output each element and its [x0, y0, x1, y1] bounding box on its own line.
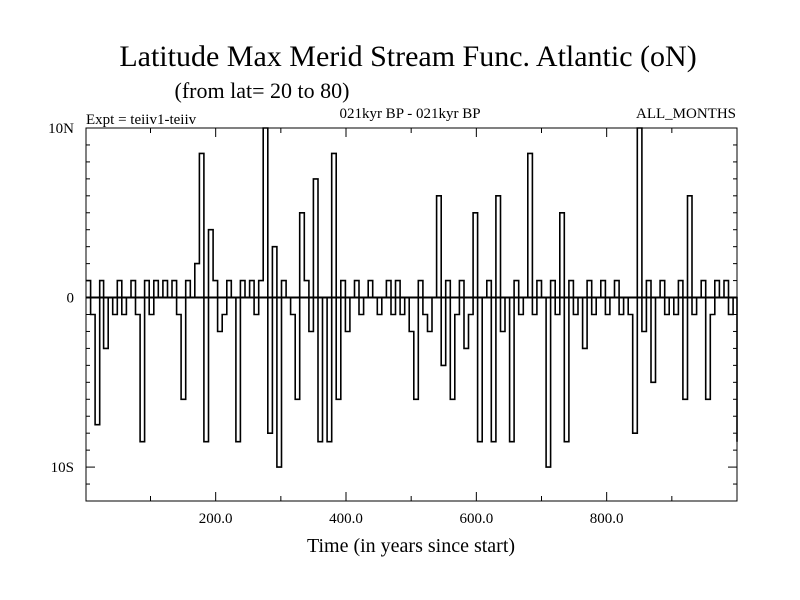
period-label: 021kyr BP - 021kyr BP [339, 106, 480, 122]
x-tick-label: 200.0 [199, 511, 233, 527]
x-tick-label: 800.0 [590, 511, 624, 527]
x-tick-label: 400.0 [329, 511, 363, 527]
x-tick-label: 600.0 [459, 511, 493, 527]
chart-title: Latitude Max Merid Stream Func. Atlantic… [119, 40, 696, 73]
plot-frame [85, 127, 738, 502]
y-tick-label: 0 [67, 291, 75, 307]
x-axis-label: Time (in years since start) [307, 535, 515, 557]
months-label: ALL_MONTHS [636, 106, 736, 122]
series-line [86, 127, 738, 468]
x-axis-ticks: 200.0 400.0 600.0 800.0 [150, 128, 673, 527]
y-axis-ticks: 10N 0 10S [48, 121, 737, 502]
experiment-label: Expt = teiiv1-teiiv [86, 112, 197, 128]
plot-area: 200.0 400.0 600.0 800.0 10N 0 10S [48, 121, 738, 527]
y-tick-label: 10S [51, 460, 74, 476]
y-tick-label: 10N [48, 121, 74, 137]
chart-subtitle: (from lat= 20 to 80) [175, 78, 350, 103]
